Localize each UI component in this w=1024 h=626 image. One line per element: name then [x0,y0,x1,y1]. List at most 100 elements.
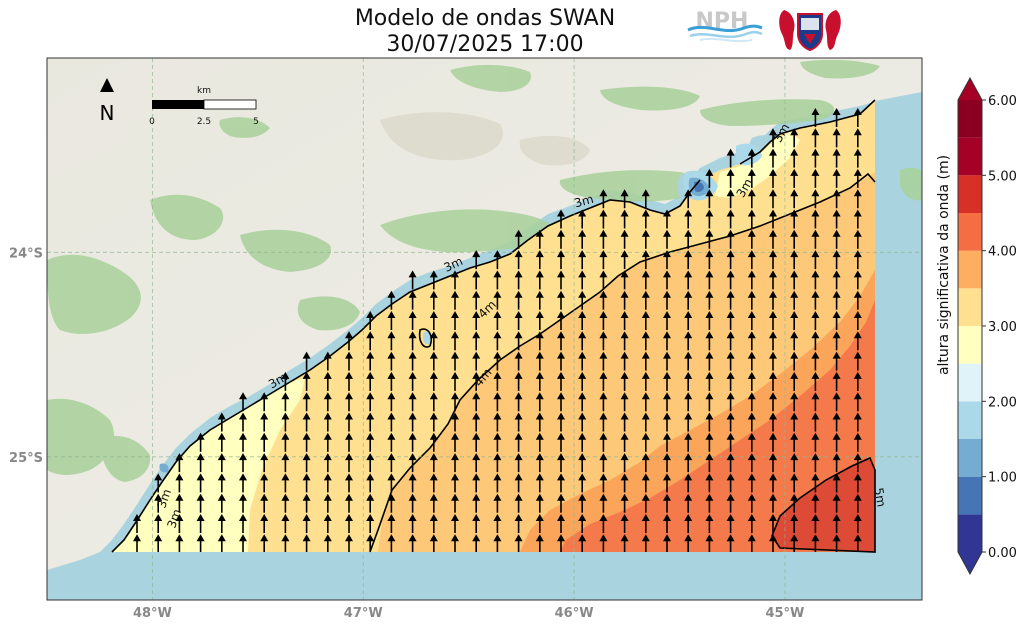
wave-arrow [705,189,714,209]
wave-arrow [366,453,375,473]
wave-arrow [408,473,417,493]
wave-arrow [366,331,375,351]
wave-arrow [705,493,714,513]
wave-arrow [535,514,544,533]
wave-arrow [387,432,396,452]
urban-area [380,112,590,166]
wave-arrow [472,493,481,513]
wave-arrow [620,311,629,330]
wave-arrow [387,392,396,412]
colorbar-band [958,363,982,402]
wave-arrow [790,392,799,412]
wave-arrow [366,432,375,452]
wave-arrow [747,209,756,229]
wave-direction-arrows [133,108,862,552]
wave-arrow [345,412,353,432]
wave-arrow [239,392,247,412]
wave-arrow [790,473,799,493]
wave-arrow [790,412,799,432]
wave-arrow [811,311,820,330]
wave-arrow [387,514,396,533]
wave-arrow [769,331,777,351]
wave-arrow [557,229,565,249]
wave-arrow [451,311,459,330]
wave-arrow [345,514,353,533]
wave-arrow [239,473,247,493]
wave-arrow [853,392,862,412]
wave-arrow [175,493,184,513]
wave-arrow [557,493,565,513]
wave-arrow [429,493,438,513]
wave-arrow [472,270,481,290]
wave-arrow [217,453,226,473]
wave-arrow [853,209,862,229]
colorbar-tick-label: 1.00 [988,471,1017,486]
x-axis-ticks: 48°W 47°W 46°W 45°W [133,606,804,621]
wave-arrow [663,371,671,391]
wave-arrow [769,392,777,412]
wave-arrow [323,432,332,452]
wave-arrow [790,290,799,310]
contour-label: 3m [164,507,184,530]
wave-arrow [663,331,671,351]
wave-arrow [196,432,205,452]
wave-arrow [790,514,799,533]
wave-arrow [514,412,523,432]
wave-arrow [472,453,481,473]
wave-arrow [790,168,799,188]
wave-arrow [239,493,247,513]
wave-arrow [769,209,777,229]
wave-arrow [514,493,523,513]
wave-arrow [217,473,226,493]
wave-arrow [429,514,438,533]
wave-arrow [747,290,756,310]
contour-3m-loop [418,328,433,348]
wave-arrow [302,534,311,552]
wave-arrow [408,371,417,391]
wave-arrow [493,514,502,533]
wave-arrow [302,371,311,391]
wave-arrow [387,371,396,391]
wave-arrow [345,534,353,552]
wave-arrow [747,250,756,270]
wave-arrow [557,392,565,412]
colorbar-tick-label: 5.00 [988,169,1017,184]
wave-arrow [387,534,396,552]
wave-arrow [535,432,544,452]
colorbar-band [958,401,982,439]
wave-arrow [535,453,544,473]
wave-arrow [472,371,481,391]
contour-band-2.5-3m-north [715,132,800,198]
wave-arrow [853,514,862,533]
wave-arrow [302,453,311,473]
wave-arrow [769,311,777,330]
wave-arrow [260,493,269,513]
wave-arrow [705,514,714,533]
wave-arrow [387,290,396,310]
wave-arrow [641,432,650,452]
wave-arrow [387,351,396,371]
wave-arrow [599,189,608,209]
wave-arrow [641,392,650,412]
wave-arrow [387,331,396,351]
wave-arrow [217,412,226,432]
wave-arrow [514,392,523,412]
wave-arrow [769,148,777,168]
wave-arrow [493,432,502,452]
seahorse-crest-icon [779,10,841,52]
wave-arrow [832,371,841,391]
wave-arrow [663,270,671,290]
wave-arrow [811,351,820,371]
wave-arrow [790,493,799,513]
wave-arrow [853,148,862,168]
wave-arrow [620,534,629,552]
wave-arrow [747,514,756,533]
wave-arrow [684,229,693,249]
wave-arrow [557,250,565,270]
wave-arrow [790,209,799,229]
wave-arrow [260,473,269,493]
wave-arrow [769,371,777,391]
wave-arrow [408,534,417,552]
wave-arrow [323,412,332,432]
